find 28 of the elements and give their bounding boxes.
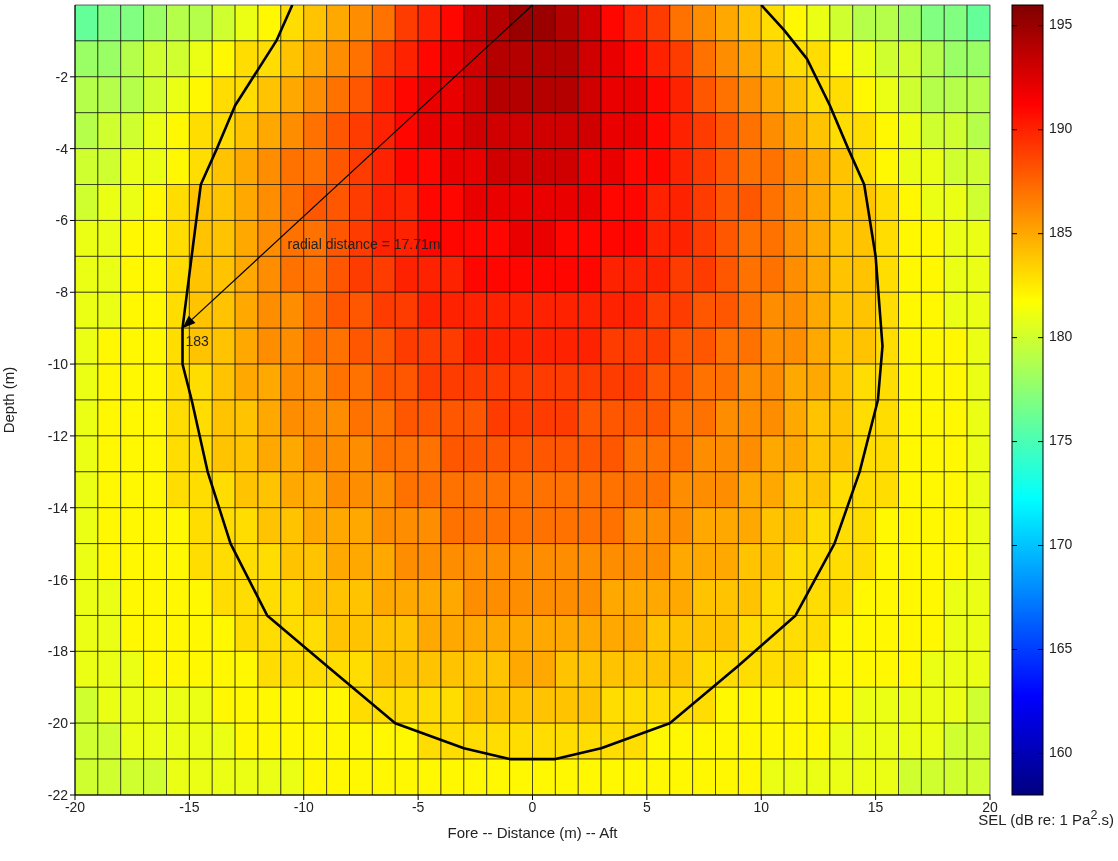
x-tick-label: -10 — [293, 798, 315, 815]
y-tick-label: -14 — [47, 499, 69, 516]
y-tick-label: -12 — [47, 427, 69, 444]
x-tick-label: -15 — [179, 798, 200, 815]
color-bar-label: 195 — [1049, 16, 1073, 33]
x-tick-label: 15 — [867, 798, 884, 815]
y-tick-label: -10 — [47, 356, 69, 373]
y-tick-label: -2 — [55, 68, 69, 85]
color-bar-label: 180 — [1049, 328, 1073, 345]
x-tick-label: 5 — [642, 798, 651, 815]
y-tick-label: -18 — [47, 643, 69, 660]
color-bar-label: 190 — [1049, 120, 1073, 137]
y-tick-label: -4 — [55, 140, 69, 157]
y-tick-label: -16 — [47, 571, 69, 588]
x-tick-label: 0 — [528, 798, 537, 815]
color-bar-label: 185 — [1049, 224, 1073, 241]
x-tick-label: -5 — [411, 798, 425, 815]
y-tick-label: -8 — [55, 284, 69, 301]
y-tick-label: -6 — [55, 212, 69, 229]
x-tick-label: 10 — [753, 798, 770, 815]
y-axis-title: Depth (m) — [0, 366, 18, 434]
y-tick-label: -20 — [47, 715, 69, 732]
color-bar-label: 175 — [1049, 432, 1073, 449]
x-axis-title: Fore -- Distance (m) -- Aft — [447, 824, 619, 841]
color-bar-label: 165 — [1049, 640, 1073, 657]
color-bar-label: 170 — [1049, 536, 1073, 553]
color-bar-label: 160 — [1049, 744, 1073, 761]
y-tick-label: -22 — [47, 786, 69, 803]
